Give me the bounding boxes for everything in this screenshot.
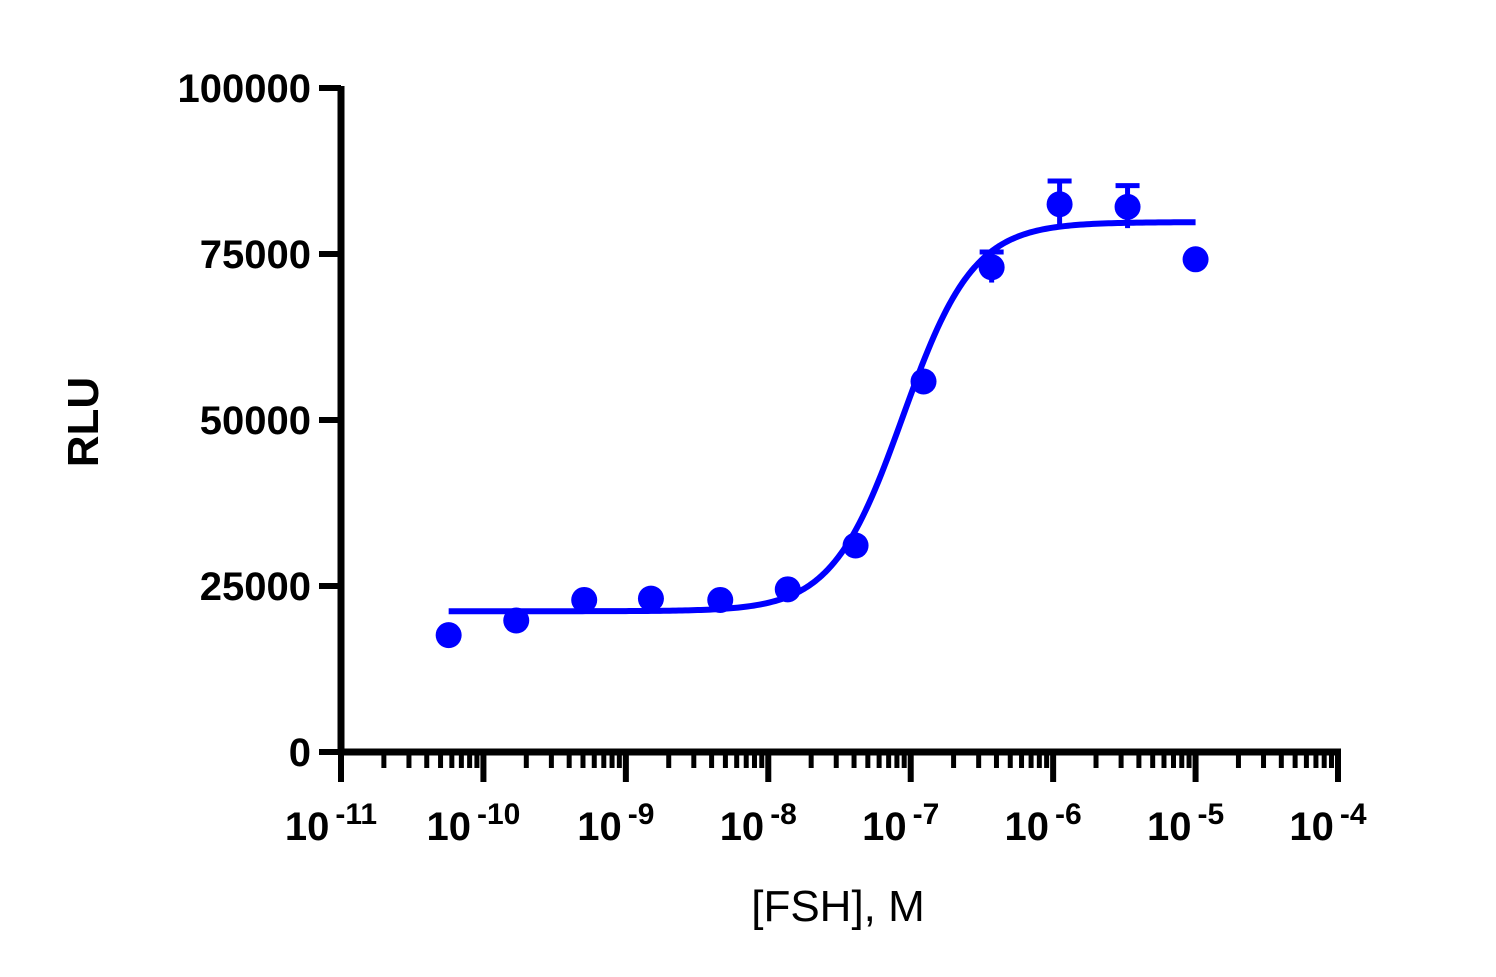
x-tick-label: 10 -6 xyxy=(1005,798,1082,849)
data-point xyxy=(978,254,1005,281)
data-point xyxy=(707,586,734,613)
data-point xyxy=(842,532,869,559)
data-point xyxy=(571,586,598,613)
x-tick-label: 10 -5 xyxy=(1147,798,1224,849)
x-tick-label: 10 -7 xyxy=(862,798,939,849)
fit-curve xyxy=(448,219,1196,615)
data-point xyxy=(503,607,530,634)
x-tick-label: 10 -11 xyxy=(285,798,377,849)
data-point xyxy=(1182,246,1209,273)
x-tick-label: 10 -4 xyxy=(1289,798,1366,849)
data-point xyxy=(637,585,664,612)
x-tick-label: 10 -10 xyxy=(426,798,520,849)
y-tick-label: 25000 xyxy=(200,565,311,609)
x-axis-label: [FSH], M xyxy=(751,882,925,931)
y-tick-label: 0 xyxy=(289,731,311,775)
axes xyxy=(337,86,1341,756)
ticks: 0 25000 50000 75000 100000 10 -11 10 -10 10 -9 10 -8… xyxy=(178,67,1367,849)
data-point xyxy=(1114,193,1141,220)
y-tick-label: 50000 xyxy=(200,399,311,443)
points-layer xyxy=(435,178,1209,649)
fit-layer xyxy=(448,219,1196,615)
data-point xyxy=(435,622,462,649)
data-point xyxy=(774,576,801,603)
y-axis-label: RLU xyxy=(59,377,108,467)
data-point xyxy=(1046,191,1073,218)
y-tick-label: 100000 xyxy=(178,67,311,111)
data-point xyxy=(910,368,937,395)
x-tick-label: 10 -9 xyxy=(577,798,654,849)
x-tick-label: 10 -8 xyxy=(720,798,797,849)
y-tick-label: 75000 xyxy=(200,233,311,277)
